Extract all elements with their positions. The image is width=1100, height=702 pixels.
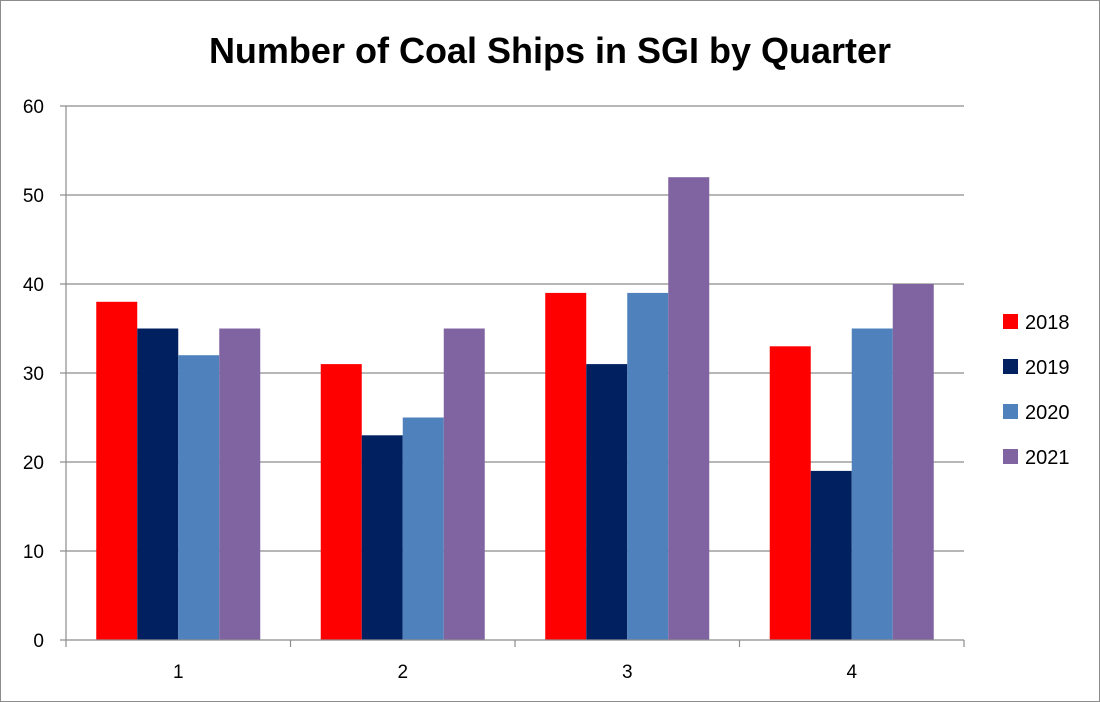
legend-swatch-2018 bbox=[1003, 314, 1018, 329]
y-tick-label: 50 bbox=[23, 186, 44, 207]
legend-swatch-2020 bbox=[1003, 404, 1018, 419]
bar-2020-q2 bbox=[402, 417, 444, 640]
legend-label-2020: 2020 bbox=[1025, 402, 1070, 424]
axes: 0 10 20 30 40 50 60 1 2 3 4 bbox=[23, 97, 965, 683]
x-tick-label: 4 bbox=[846, 662, 857, 683]
x-tick-label: 3 bbox=[622, 662, 633, 683]
legend-swatch-2019 bbox=[1003, 359, 1018, 374]
bar-2021-q1 bbox=[219, 328, 261, 640]
bar-2018-q3 bbox=[545, 292, 587, 640]
bar-2021-q3 bbox=[668, 177, 710, 640]
bar-2018-q1 bbox=[96, 301, 138, 640]
bar-2019-q1 bbox=[137, 328, 179, 640]
bars bbox=[96, 177, 934, 640]
bar-2018-q2 bbox=[320, 364, 362, 640]
bar-2019-q2 bbox=[361, 435, 403, 640]
legend-swatch-2021 bbox=[1003, 449, 1018, 464]
y-tick-label: 20 bbox=[23, 453, 44, 474]
bar-2020-q1 bbox=[178, 355, 220, 640]
y-tick-label: 40 bbox=[23, 275, 44, 296]
bar-2021-q2 bbox=[443, 328, 485, 640]
bar-2019-q3 bbox=[586, 364, 628, 640]
y-tick-label: 30 bbox=[23, 364, 44, 385]
y-tick-label: 60 bbox=[23, 97, 44, 118]
x-tick-label: 1 bbox=[173, 662, 184, 683]
y-tick-label: 10 bbox=[23, 542, 44, 563]
x-tick-label: 2 bbox=[397, 662, 408, 683]
legend-label-2019: 2019 bbox=[1025, 357, 1070, 379]
legend-label-2018: 2018 bbox=[1025, 312, 1070, 334]
bar-2020-q3 bbox=[627, 292, 669, 640]
bar-2018-q4 bbox=[769, 346, 811, 640]
legend: 2018 2019 2020 2021 bbox=[1003, 312, 1070, 469]
bar-2021-q4 bbox=[892, 284, 934, 640]
legend-label-2021: 2021 bbox=[1025, 447, 1070, 469]
chart-title: Number of Coal Ships in SGI by Quarter bbox=[209, 30, 891, 71]
y-tick-label: 0 bbox=[33, 631, 44, 652]
bar-2020-q4 bbox=[851, 328, 893, 640]
bar-2019-q4 bbox=[810, 470, 852, 640]
